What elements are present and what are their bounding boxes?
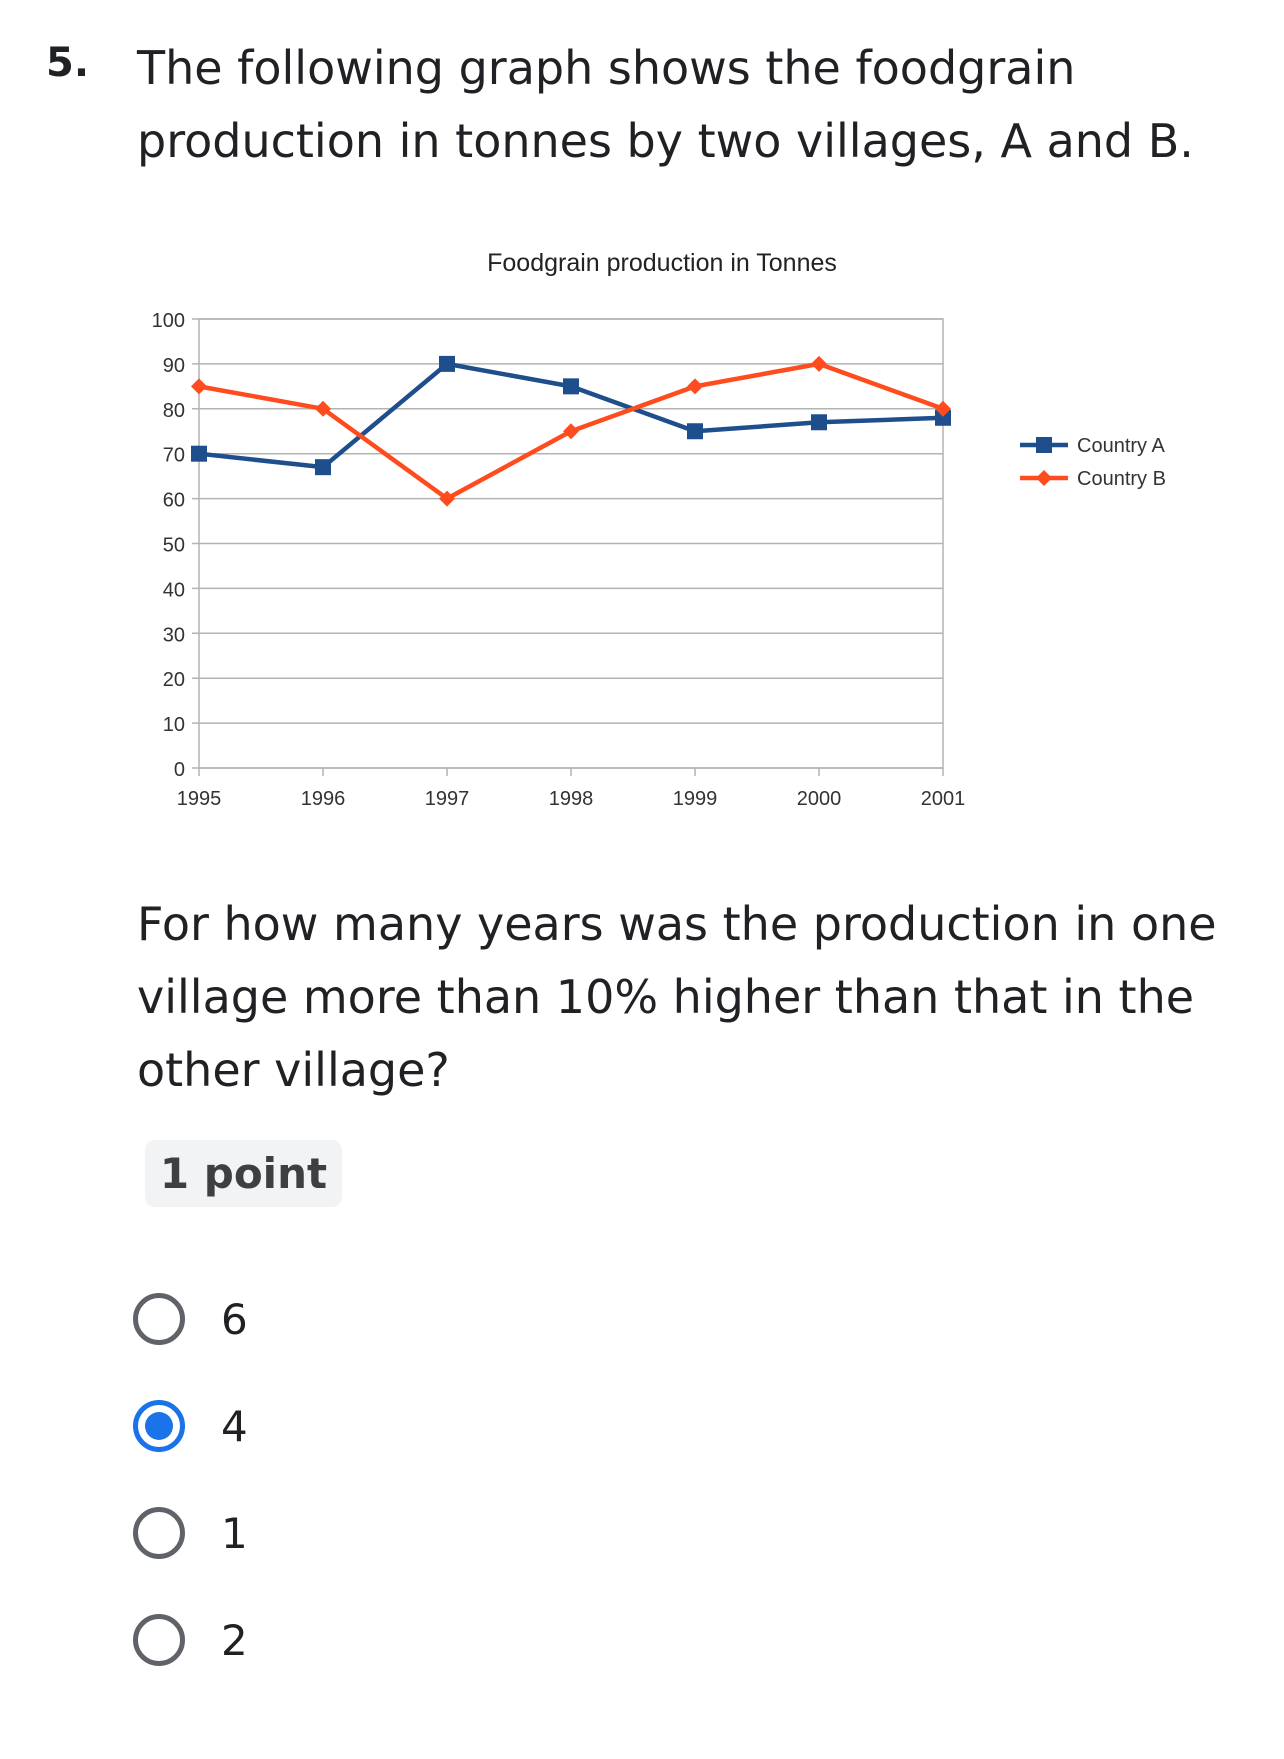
data-point-country-b [687,378,703,395]
x-tick-label: 1999 [673,788,718,810]
legend-marker [1036,437,1052,453]
x-tick-label: 2000 [797,788,842,810]
line-chart: Foodgrain production in Tonnes 0 10 20 30 40… [152,249,1166,810]
y-tick-label: 70 [163,445,185,467]
y-tick-label: 20 [163,669,185,691]
y-tick-label: 80 [163,400,185,422]
x-tick-label: 1996 [301,788,346,810]
option-1[interactable]: 1 [133,1501,248,1565]
legend-label: Country A [1077,435,1165,457]
data-point-country-b [439,490,455,507]
data-point-country-b [935,400,951,417]
y-tick-label: 50 [163,535,185,557]
data-point-country-a [811,414,827,431]
x-tick-label: 1998 [549,788,594,810]
data-point-country-a [687,423,703,440]
radio-button[interactable] [133,1614,185,1666]
y-tick-label: 40 [163,579,185,601]
data-point-country-b [563,423,579,440]
data-point-country-a [191,445,207,462]
x-tick-label: 1997 [425,788,470,810]
x-tick-label: 1995 [177,788,222,810]
data-point-country-a [935,409,951,426]
option-label: 4 [221,1401,248,1451]
chart-title: Foodgrain production in Tonnes [487,249,837,277]
y-tick-label: 10 [163,714,185,736]
data-point-country-b [315,400,331,417]
question-number: 5. [46,40,90,86]
y-tick-label: 30 [163,624,185,646]
y-tick-label: 100 [152,310,185,332]
radio-button[interactable] [133,1293,185,1345]
option-label: 6 [221,1294,248,1344]
y-tick-label: 60 [163,490,185,512]
radio-selected-dot [145,1412,173,1440]
y-tick-label: 0 [174,759,185,781]
option-2[interactable]: 2 [133,1608,248,1672]
option-4[interactable]: 4 [133,1394,248,1458]
option-label: 2 [221,1615,248,1665]
data-point-country-b [191,378,207,395]
data-point-country-b [811,355,827,372]
sub-question-text: For how many years was the production in… [137,897,1217,1097]
data-point-country-a [563,378,579,395]
legend-label: Country B [1077,468,1166,490]
data-point-country-a [315,459,331,476]
radio-button-selected[interactable] [133,1400,185,1452]
option-label: 1 [221,1508,248,1558]
points-badge: 1 point [145,1140,342,1207]
data-point-country-a [439,355,455,372]
x-tick-label: 2001 [921,788,966,810]
legend-marker [1036,470,1052,486]
y-tick-label: 90 [163,355,185,377]
option-6[interactable]: 6 [133,1287,248,1351]
radio-button[interactable] [133,1507,185,1559]
question-text: The following graph shows the foodgrain … [137,41,1194,168]
